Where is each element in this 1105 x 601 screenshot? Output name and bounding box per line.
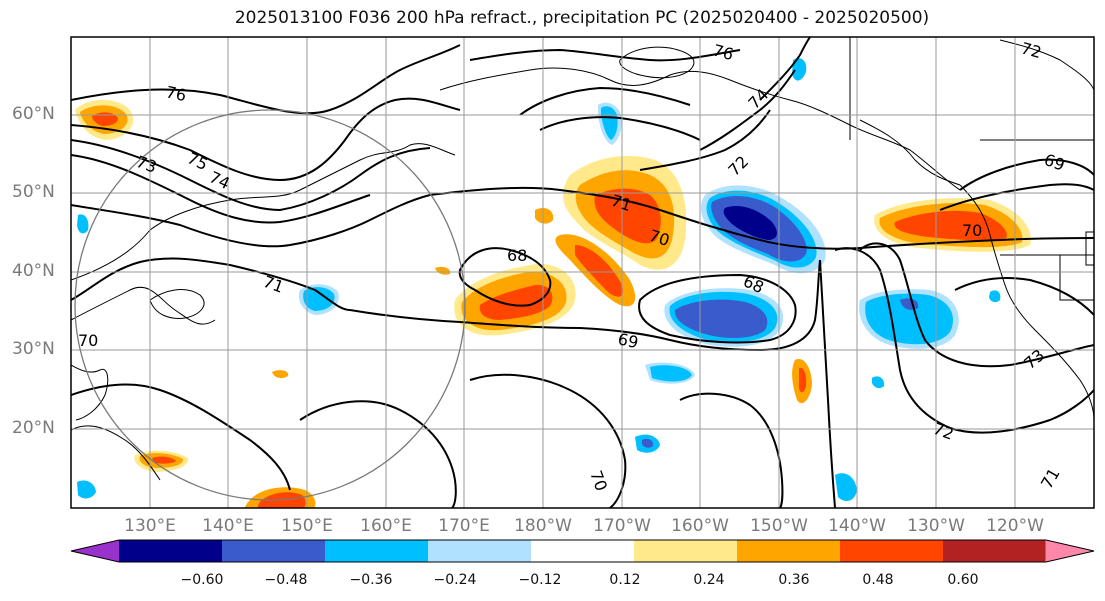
contour-label: 76 xyxy=(164,82,188,105)
map-title: 2025013100 F036 200 hPa refract., precip… xyxy=(234,8,930,28)
contour-label: 72 xyxy=(724,152,752,180)
colorbar-tick-label: 0.60 xyxy=(947,572,979,588)
colorbar-tick-label: −0.24 xyxy=(433,572,477,588)
contour-label: 69 xyxy=(616,329,640,352)
colorbar-bin xyxy=(531,540,635,562)
contour-label: 70 xyxy=(962,221,982,240)
colorbar-tick-label: −0.12 xyxy=(518,572,562,588)
lon-label: 160°W xyxy=(671,516,729,536)
contour-label: 68 xyxy=(507,246,527,265)
colorbar-tick-label: −0.60 xyxy=(180,572,224,588)
colorbar-bin xyxy=(943,540,1047,562)
precip-positive-areas xyxy=(75,99,1031,508)
lat-label: 50°N xyxy=(12,182,55,202)
refractivity-contours xyxy=(71,37,1094,508)
lon-label: 170°E xyxy=(438,516,490,536)
contour-label: 70 xyxy=(586,468,611,494)
colorbar-tick-label: −0.36 xyxy=(349,572,393,588)
lon-label: 140°E xyxy=(202,516,254,536)
colorbar-tick-label: 0.12 xyxy=(609,572,641,588)
lon-label: 170°W xyxy=(593,516,651,536)
lon-label: 130°W xyxy=(907,516,965,536)
colorbar-bin xyxy=(428,540,532,562)
colorbar-bin xyxy=(737,540,841,562)
contour-label: 74 xyxy=(744,85,772,113)
contour-label: 72 xyxy=(931,419,957,444)
contour-label: 71 xyxy=(1037,465,1064,492)
colorbar xyxy=(70,539,1095,563)
lat-label: 30°N xyxy=(12,339,55,359)
lat-label: 40°N xyxy=(12,261,55,281)
colorbar-tick-label: 0.24 xyxy=(693,572,725,588)
contour-label: 75 xyxy=(184,148,210,174)
colorbar-bin xyxy=(634,540,738,562)
graticule xyxy=(71,37,1094,508)
lat-label: 60°N xyxy=(12,104,55,124)
contour-label: 71 xyxy=(261,272,287,297)
lon-label: 160°E xyxy=(360,516,412,536)
lon-label: 130°E xyxy=(124,516,176,536)
colorbar-tick-label: 0.36 xyxy=(778,572,810,588)
colorbar-tick-label: 0.48 xyxy=(862,572,894,588)
map-frame xyxy=(70,36,1095,509)
lon-label: 140°W xyxy=(828,516,886,536)
colorbar-bin xyxy=(325,540,429,562)
lon-label: 180°W xyxy=(514,516,572,536)
precip-negative-areas xyxy=(77,58,1001,502)
contour-label: 76 xyxy=(711,41,736,65)
colorbar-tick-label: −0.48 xyxy=(264,572,308,588)
contour-label: 69 xyxy=(1042,150,1068,175)
colorbar-bin xyxy=(119,540,223,562)
colorbar-extend-high xyxy=(1045,540,1094,562)
lat-label: 20°N xyxy=(12,418,55,438)
colorbar-extend-low xyxy=(71,540,120,562)
contour-label: 72 xyxy=(1019,39,1044,63)
range-circle xyxy=(74,109,466,501)
lon-label: 120°W xyxy=(986,516,1044,536)
colorbar-bin xyxy=(222,540,326,562)
contour-label: 73 xyxy=(134,152,160,177)
colorbar-bin xyxy=(840,540,944,562)
lon-label: 150°W xyxy=(750,516,808,536)
lon-label: 150°E xyxy=(281,516,333,536)
colorbar-outline xyxy=(70,539,1095,563)
contour-label: 70 xyxy=(78,331,98,350)
